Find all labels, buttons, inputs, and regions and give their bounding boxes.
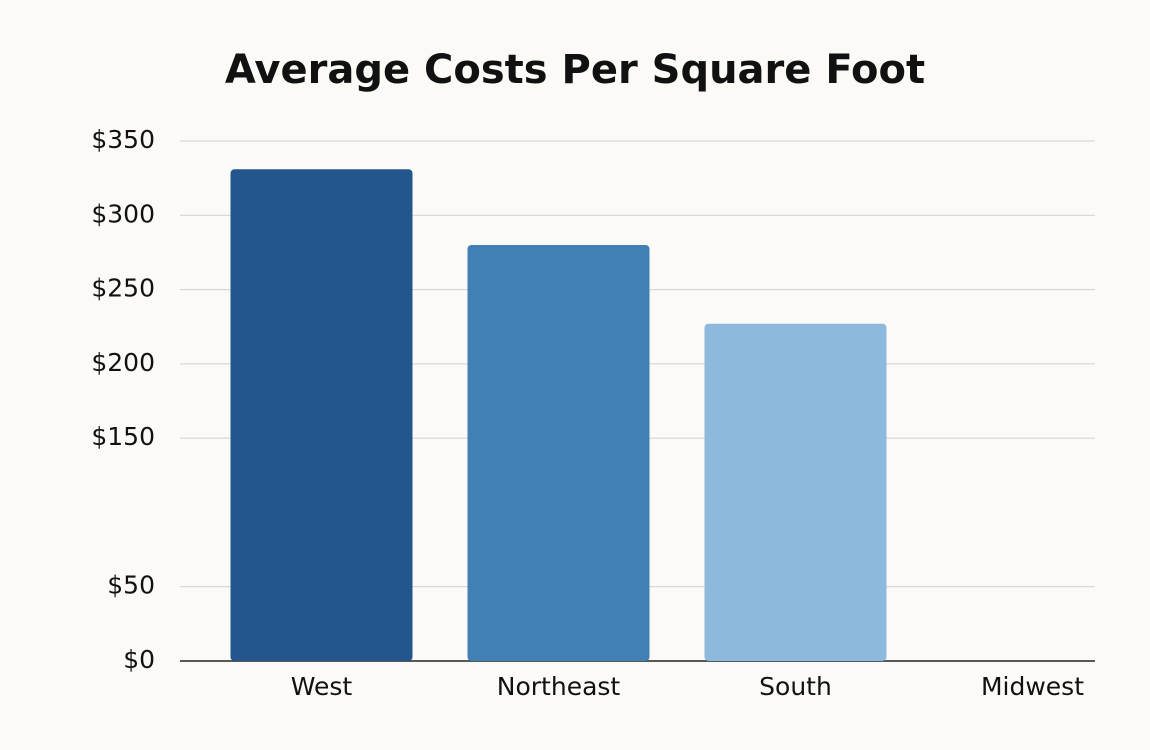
y-tick-label: $300 [91, 199, 155, 228]
y-tick-label: $0 [123, 645, 155, 674]
x-tick-label: Midwest [981, 672, 1084, 701]
bar [230, 169, 413, 661]
bar [467, 245, 650, 661]
x-tick-label: South [759, 672, 832, 701]
x-tick-label: Northeast [497, 672, 621, 701]
y-tick-label: $200 [91, 348, 155, 377]
y-tick-label: $350 [91, 125, 155, 154]
y-tick-label: $50 [107, 571, 155, 600]
y-tick-label: $150 [91, 422, 155, 451]
x-tick-label: West [291, 672, 353, 701]
bar [704, 323, 887, 661]
y-tick-label: $250 [91, 274, 155, 303]
chart-title: Average Costs Per Square Foot [225, 47, 925, 93]
